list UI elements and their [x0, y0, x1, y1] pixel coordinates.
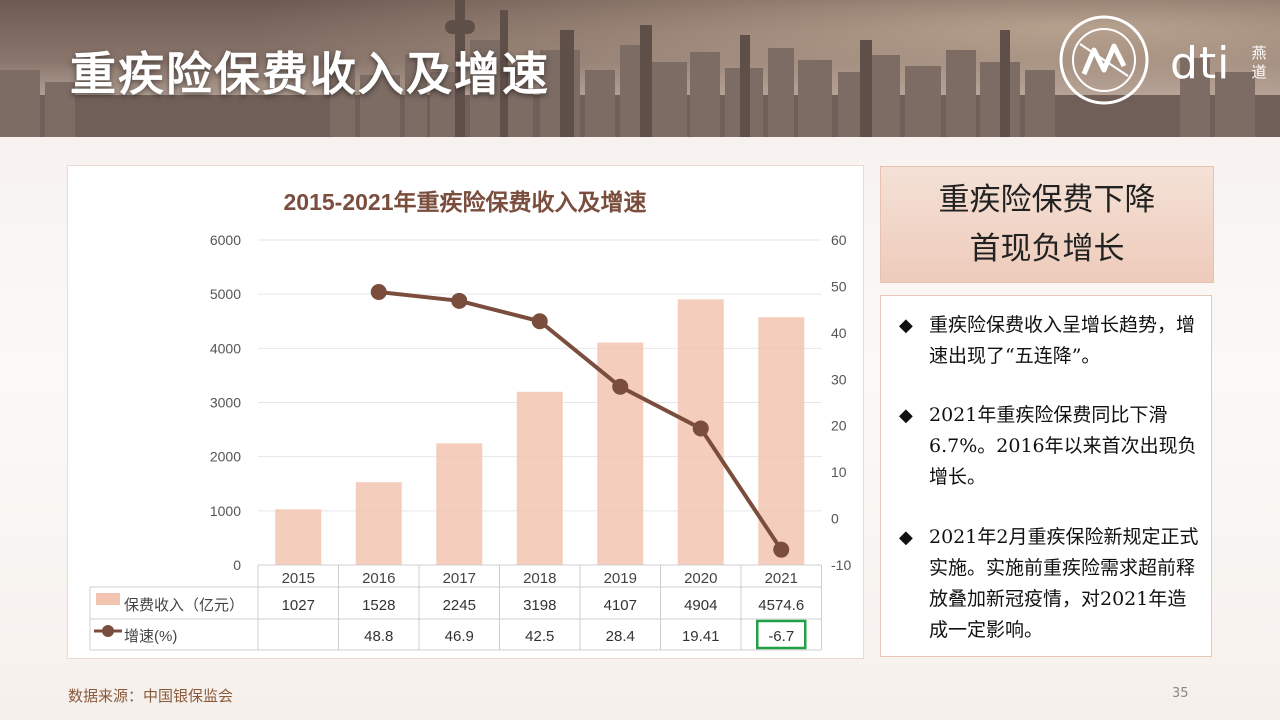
premium-growth-chart: 2015-2021年重疾险保费收入及增速01000200030004000500… [89, 189, 851, 651]
bullet-item: ◆ 2021年重疾险保费同比下滑6.7%。2016年以来首次出现负增长。 [899, 400, 1199, 493]
category-label: 2016 [362, 570, 395, 587]
highlight-box [756, 619, 807, 650]
bullet-text: 2021年重疾险保费同比下滑6.7%。2016年以来首次出现负增长。 [929, 404, 1197, 488]
growth-point [531, 313, 548, 330]
left-axis-tick-label: 5000 [210, 286, 241, 302]
right-axis-tick-label: 40 [831, 325, 847, 341]
diamond-bullet-icon: ◆ [899, 315, 913, 336]
bullet-item: ◆ 2021年2月重疾保险新规定正式实施。实施前重疾险需求超前释放叠加新冠疫情，… [899, 522, 1199, 646]
growth-value-label: 48.8 [364, 628, 393, 645]
chart-panel: 2015-2021年重疾险保费收入及增速 0 1000 2000 3000 4000 500… [67, 165, 864, 659]
bar-value-label: 1528 [362, 597, 395, 614]
legend-line-label: 增速(%) [124, 628, 177, 645]
legend-line-marker [102, 625, 114, 637]
right-axis-tick-label: 30 [831, 371, 847, 387]
key-message-box: 重疾险保费下降 首现负增长 [880, 166, 1214, 283]
category-label: 2021 [765, 570, 798, 587]
brand-dti: dti [1170, 38, 1231, 89]
bar-value-label: 4107 [604, 597, 637, 614]
growth-point [451, 292, 468, 309]
left-axis-tick-label: 6000 [210, 232, 241, 248]
chart-title: 2015-2021年重疾险保费收入及增速 [284, 189, 647, 215]
bullet-text: 2021年2月重疾保险新规定正式实施。实施前重疾险需求超前释放叠加新冠疫情，对2… [929, 526, 1199, 641]
left-axis-tick-label: 2000 [210, 449, 241, 465]
growth-point [370, 284, 387, 300]
growth-value-label: 19.41 [682, 628, 720, 645]
growth-value-label: 46.9 [445, 628, 474, 645]
bar-value-label: 3198 [523, 597, 556, 614]
header-banner: 重疾险保费收入及增速 dti 燕道 [0, 0, 1280, 137]
category-label: 2018 [523, 570, 556, 587]
category-label: 2017 [443, 570, 476, 587]
bullet-item: ◆ 重疾险保费收入呈增长趋势，增速出现了“五连降”。 [899, 310, 1199, 372]
growth-point [692, 420, 709, 437]
bar [516, 391, 563, 565]
page-title: 重疾险保费收入及增速 [70, 47, 550, 101]
right-axis-tick-label: 20 [831, 418, 847, 434]
category-label: 2015 [282, 570, 315, 587]
right-axis-tick-label: 60 [831, 232, 847, 248]
left-axis-tick-label: 1000 [210, 503, 241, 519]
city-skyline-image [0, 0, 1280, 137]
bar-value-label: 1027 [282, 597, 315, 614]
right-axis-tick-label: 50 [831, 278, 847, 294]
bullet-text: 重疾险保费收入呈增长趋势，增速出现了“五连降”。 [929, 314, 1196, 367]
bar [275, 509, 322, 565]
left-axis-tick-label: 0 [233, 557, 241, 573]
growth-point [773, 541, 790, 558]
key-message-line1: 重疾险保费下降 [938, 182, 1156, 218]
left-axis-tick-label: 4000 [210, 340, 241, 356]
data-source: 数据来源：中国银保监会 [68, 687, 234, 705]
right-axis-tick-label: -10 [831, 557, 851, 573]
research-center-logo [1059, 15, 1149, 105]
left-axis-tick-label: 3000 [210, 395, 241, 411]
bar-value-label: 4574.6 [758, 597, 804, 614]
diamond-bullet-icon: ◆ [899, 405, 913, 426]
growth-line [378, 290, 783, 551]
page-number: 35 [1172, 686, 1189, 701]
brand-side-text: 燕道 [1251, 44, 1267, 81]
bar-value-label: 2245 [443, 597, 476, 614]
legend-bar-swatch [96, 593, 120, 605]
growth-value-label: -6.7 [768, 628, 794, 645]
growth-value-label: 42.5 [525, 628, 554, 645]
legend-bar-label: 保费收入（亿元） [124, 597, 244, 614]
key-message-line2: 首现负增长 [969, 231, 1125, 267]
growth-value-label: 28.4 [606, 628, 635, 645]
bullet-list: ◆ 重疾险保费收入呈增长趋势，增速出现了“五连降”。 ◆ 2021年重疾险保费同… [880, 295, 1212, 657]
right-axis-tick-label: 10 [831, 464, 847, 480]
bar [355, 482, 402, 565]
diamond-bullet-icon: ◆ [899, 527, 913, 548]
category-label: 2019 [604, 570, 637, 587]
right-axis-tick-label: 0 [831, 511, 839, 527]
category-label: 2020 [684, 570, 717, 587]
growth-point [612, 378, 629, 395]
bar [436, 443, 483, 565]
bar-value-label: 4904 [684, 597, 717, 614]
